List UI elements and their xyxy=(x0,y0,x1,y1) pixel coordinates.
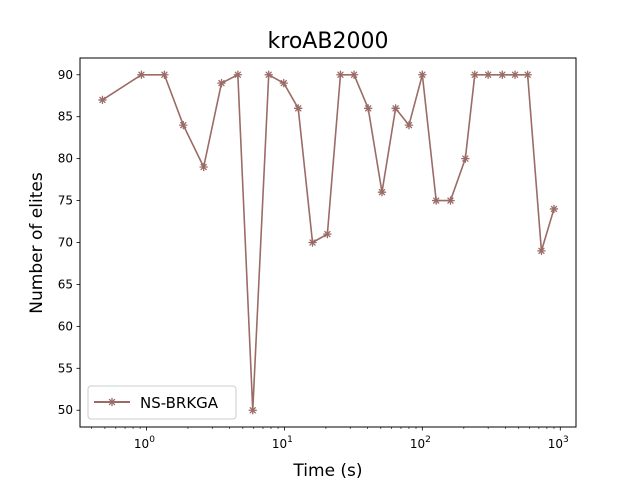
y-tick-label: 65 xyxy=(58,277,73,291)
x-tick-label: 100 xyxy=(134,435,155,451)
y-axis: 50 55 60 65 70 75 80 85 90 xyxy=(58,68,80,417)
chart-title: kroAB2000 xyxy=(268,29,389,54)
legend-entry-ns-brkga: NS-BRKGA xyxy=(140,394,219,412)
data-point xyxy=(404,120,414,130)
data-point xyxy=(217,78,226,88)
legend-marker-star xyxy=(107,397,117,407)
data-point xyxy=(233,70,243,80)
data-point xyxy=(510,70,520,80)
data-point xyxy=(418,70,427,80)
data-point xyxy=(264,70,273,80)
data-point xyxy=(461,154,470,163)
data-point xyxy=(199,162,208,172)
data-point xyxy=(179,120,188,130)
data-point xyxy=(377,187,387,197)
plot-area xyxy=(98,70,559,415)
data-point xyxy=(498,70,507,80)
data-point xyxy=(523,70,532,80)
x-tick-label: 101 xyxy=(272,435,293,451)
data-point xyxy=(349,70,359,80)
data-point xyxy=(308,238,317,247)
y-tick-label: 70 xyxy=(58,236,73,250)
data-point xyxy=(160,70,169,80)
data-point xyxy=(431,196,441,205)
y-axis-label: Number of elites xyxy=(27,172,47,314)
y-tick-label: 50 xyxy=(58,403,73,417)
y-tick-label: 60 xyxy=(58,319,73,333)
data-point xyxy=(336,70,345,80)
data-point xyxy=(98,95,107,105)
x-tick-label: 102 xyxy=(410,435,431,451)
data-point xyxy=(470,70,480,80)
data-point xyxy=(391,104,400,113)
y-tick-label: 85 xyxy=(58,110,73,124)
y-tick-label: 75 xyxy=(58,194,73,208)
legend-marker-sample xyxy=(107,397,117,407)
data-point xyxy=(446,196,455,205)
data-point xyxy=(483,70,493,80)
x-axis-label: Time (s) xyxy=(292,461,362,480)
legend: NS-BRKGA xyxy=(87,385,237,420)
y-tick-label: 90 xyxy=(58,68,73,82)
x-tick-label: 103 xyxy=(548,435,569,451)
data-point xyxy=(293,104,303,113)
data-point xyxy=(248,405,258,415)
data-point xyxy=(279,78,289,88)
data-point xyxy=(363,104,373,113)
y-tick-label: 80 xyxy=(58,152,73,166)
data-point xyxy=(323,229,332,239)
legend-box xyxy=(87,385,237,420)
data-point xyxy=(549,204,559,214)
x-axis: 100 101 102 103 xyxy=(91,427,569,451)
data-point xyxy=(137,70,146,80)
y-tick-label: 55 xyxy=(58,361,73,375)
data-point xyxy=(537,246,546,256)
